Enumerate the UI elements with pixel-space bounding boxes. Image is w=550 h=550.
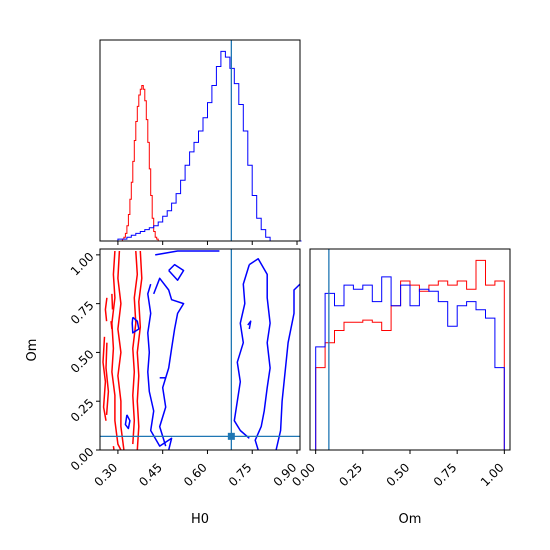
joint-truth-marker xyxy=(227,432,235,440)
joint-contour-frame xyxy=(99,248,301,451)
om-marginal-x-tick-label: 0.25 xyxy=(336,460,365,489)
h0-marginal-histogram-red xyxy=(100,85,160,242)
joint-y-tick-label: 0.50 xyxy=(68,347,97,376)
marginal-histogram-h0-plot-area xyxy=(100,40,302,242)
x-axis-title-om: Om xyxy=(399,512,422,527)
contour-red xyxy=(104,297,108,322)
contour-blue xyxy=(124,414,131,430)
joint-x-tick-label: 0.75 xyxy=(226,460,255,489)
contour-red xyxy=(117,250,125,450)
contour-blue xyxy=(152,277,185,447)
x-axis-title-h0: H0 xyxy=(191,512,209,527)
joint-x-tick-label: 0.60 xyxy=(181,460,210,489)
y-axis-title-om: Om xyxy=(25,339,40,362)
contour-blue xyxy=(155,250,220,256)
joint-y-tick-label: 0.25 xyxy=(68,396,97,425)
om-marginal-histogram-blue xyxy=(315,276,505,450)
contour-blue xyxy=(247,320,252,330)
marginal-histogram-om-frame xyxy=(309,248,511,451)
joint-y-tick-label: 0.00 xyxy=(68,445,97,474)
om-marginal-x-tick-label: 1.00 xyxy=(478,460,507,489)
contour-blue xyxy=(168,263,185,281)
marginal-histogram-h0-panel xyxy=(99,39,302,245)
contour-red xyxy=(111,250,122,450)
marginal-histogram-h0-ticks xyxy=(117,241,298,245)
joint-contour-panel: 0.30 0.45 0.60 0.75 0.900.000.250.500.751.00… xyxy=(25,248,301,527)
joint-y-tick-label: 0.75 xyxy=(68,298,97,327)
om-marginal-x-tick-label: 0.75 xyxy=(431,460,460,489)
contour-red xyxy=(132,250,139,445)
contour-blue xyxy=(248,258,271,450)
contour-blue xyxy=(275,283,300,450)
contour-blue xyxy=(131,316,140,334)
joint-x-tick-label: 0.30 xyxy=(91,460,120,489)
contour-red xyxy=(105,342,110,415)
contour-red xyxy=(136,250,143,450)
marginal-histogram-h0-frame xyxy=(99,39,301,242)
joint-contour-lines xyxy=(102,250,300,450)
contour-red xyxy=(111,293,114,310)
joint-contour-ticks: 0.30 0.45 0.60 0.75 0.900.000.250.500.751.00 xyxy=(68,250,300,490)
contour-blue xyxy=(233,264,251,439)
joint-y-tick-label: 1.00 xyxy=(68,250,97,279)
contour-red xyxy=(110,321,113,330)
joint-contour-plot-area xyxy=(100,249,300,450)
om-marginal-x-tick-label: 0.50 xyxy=(384,460,413,489)
contour-red xyxy=(112,445,115,450)
marginal-histogram-om-plot-area xyxy=(315,249,505,450)
contour-red xyxy=(102,336,107,421)
h0-marginal-histogram-blue xyxy=(100,50,302,242)
marginal-histogram-om-panel: 0.00 0.25 0.50 0.75 1.00 Om xyxy=(289,248,511,527)
marginal-histogram-om-ticks: 0.00 0.25 0.50 0.75 1.00 xyxy=(289,450,507,489)
joint-x-tick-label: 0.45 xyxy=(136,460,165,489)
contour-blue xyxy=(147,283,173,450)
